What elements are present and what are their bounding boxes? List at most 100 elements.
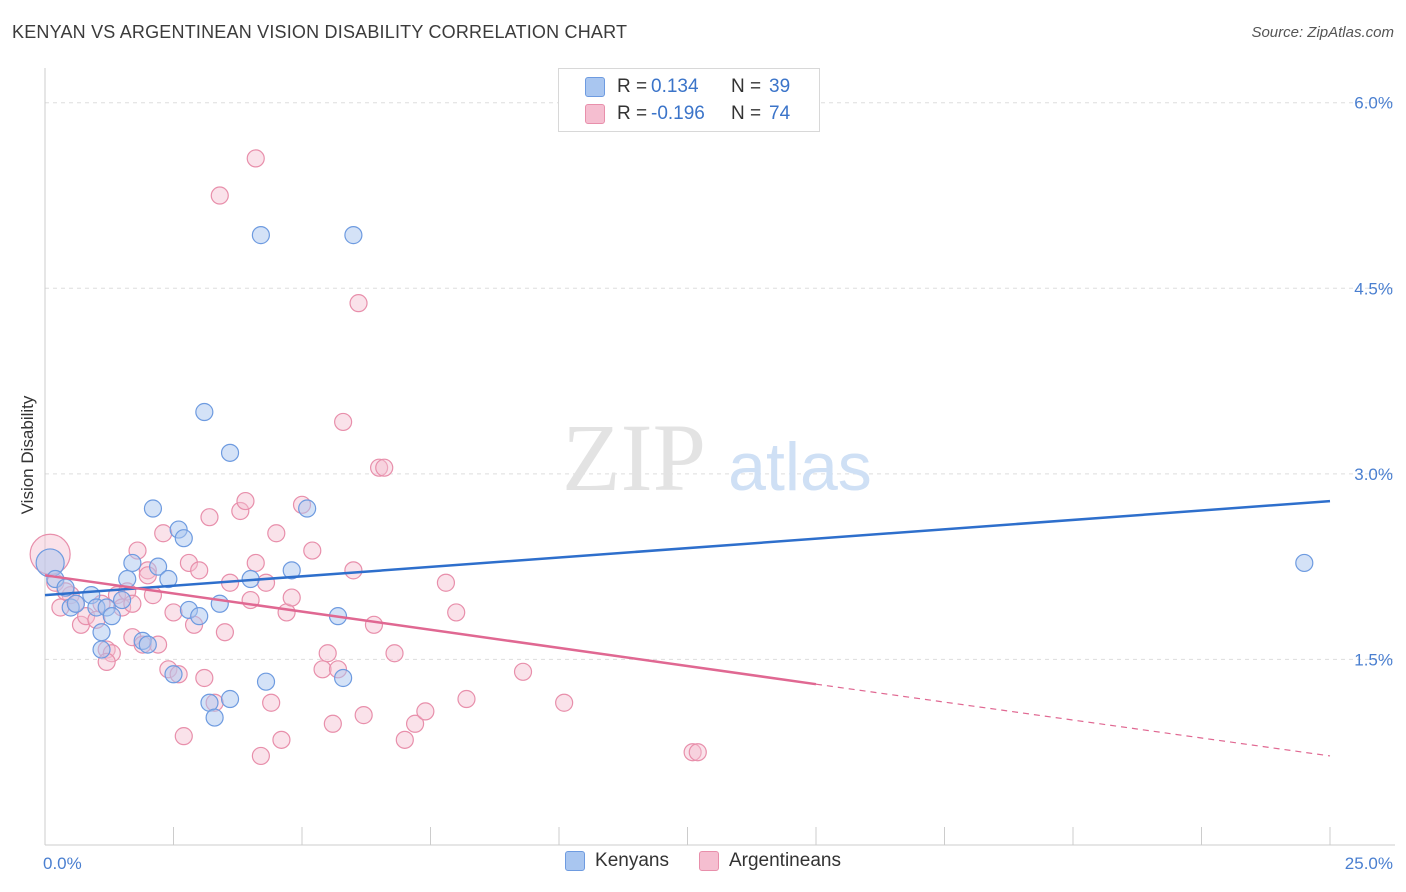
watermark: ZIP atlas [562, 404, 872, 511]
argentineans-point [395, 730, 414, 749]
kenyans-point [102, 607, 121, 626]
kenyans-trend-line [44, 499, 1331, 597]
legend-n-value: 39 [769, 76, 791, 97]
argentineans-point [354, 706, 373, 725]
kenyans-point [174, 529, 193, 548]
y-axis-label: Vision Disability [18, 395, 37, 514]
kenyans-point [66, 594, 85, 613]
x-tick-label: 0.0% [43, 854, 82, 873]
kenyans-point [282, 561, 301, 580]
kenyans-point [298, 499, 317, 518]
argentineans-point [236, 491, 255, 511]
kenyans-point [344, 226, 363, 245]
argentineans-point [164, 603, 183, 622]
kenyans-swatch [585, 77, 605, 97]
argentineans-point [323, 714, 342, 733]
source-label: Source: ZipAtlas.com [1251, 24, 1394, 41]
argentineans-point [262, 693, 281, 712]
x-tick-label: 25.0% [1345, 854, 1393, 873]
legend-item-argentineans: Argentineans [698, 850, 841, 872]
kenyans-point [1295, 553, 1314, 573]
argentineans-point [154, 524, 173, 543]
kenyans-point [138, 635, 157, 654]
argentineans-point [200, 508, 219, 527]
legend-n-label: N = [731, 103, 762, 124]
y-tick-label: 6.0% [1354, 94, 1393, 113]
kenyans-point [143, 499, 163, 518]
legend-r-value: -0.196 [651, 103, 705, 124]
kenyans-point [92, 640, 111, 659]
chart-title: KENYAN VS ARGENTINEAN VISION DISABILITY … [12, 22, 628, 42]
argentineans-point [375, 458, 394, 477]
kenyans-point [205, 708, 224, 727]
argentineans-swatch [698, 851, 719, 871]
correlation-legend: R = 0.134 N = 39 R = -0.196 N = 74 [558, 68, 820, 132]
legend-item-kenyans: Kenyans [565, 850, 669, 872]
argentineans-trend-extension [815, 683, 1331, 757]
kenyans-point [256, 672, 276, 691]
kenyans-point [251, 226, 270, 245]
argentineans-point [318, 644, 337, 663]
argentineans-point [231, 501, 250, 521]
argentineans-point [344, 561, 363, 580]
legend-row-kenyans: R = 0.134 N = 39 [585, 74, 790, 100]
argentineans-point [683, 743, 702, 762]
watermark-atlas: atlas [728, 429, 872, 505]
argentineans-point [272, 730, 291, 749]
argentineans-point [215, 623, 234, 642]
argentineans-point [555, 693, 574, 712]
legend-label-kenyans: Kenyans [595, 850, 669, 871]
legend-r-value: 0.134 [651, 76, 699, 97]
argentineans-point [246, 149, 265, 168]
argentineans-point [256, 573, 276, 592]
kenyans-point [112, 590, 132, 610]
legend-r-label: R = [617, 76, 648, 97]
argentineans-point [195, 668, 214, 688]
kenyans-point [195, 402, 214, 422]
kenyans-swatch [565, 851, 586, 871]
argentineans-trend-line [44, 574, 817, 686]
argentineans-point [282, 588, 301, 607]
argentineans-point [303, 541, 322, 560]
argentineans-point [688, 743, 707, 762]
watermark-zip: ZIP [562, 404, 706, 511]
y-tick-label: 3.0% [1354, 465, 1393, 484]
argentineans-point [370, 458, 389, 477]
tick-labels: 1.5% 3.0% 4.5% 6.0% 0.0% 25.0% [43, 94, 1393, 873]
kenyans-point [123, 553, 142, 573]
kenyans-point [92, 623, 111, 642]
y-tick-label: 4.5% [1354, 279, 1393, 298]
argentineans-point [364, 615, 384, 634]
argentineans-point [190, 561, 209, 580]
argentineans-point [251, 746, 270, 766]
argentineans-point [513, 662, 533, 681]
kenyans-point [159, 569, 178, 589]
series-legend: Kenyans Argentineans [0, 850, 1406, 872]
legend-n-label: N = [731, 76, 762, 97]
argentineans-point [210, 186, 229, 205]
argentineans-point [405, 714, 425, 733]
kenyans-point [220, 689, 240, 709]
trend-lines [44, 499, 1331, 757]
argentineans-point [334, 412, 353, 432]
argentineans-point [447, 603, 466, 622]
legend-n-value: 74 [769, 103, 791, 124]
kenyans-point [190, 607, 209, 626]
kenyans-point [334, 668, 353, 688]
argentineans-point [313, 660, 332, 679]
argentineans-point [457, 689, 476, 709]
argentineans-point [267, 524, 286, 543]
argentineans-swatch [585, 104, 605, 124]
argentineans-point [174, 727, 193, 746]
legend-row-argentineans: R = -0.196 N = 74 [585, 101, 790, 127]
argentineans-point [416, 702, 435, 721]
argentineans-point [246, 553, 265, 573]
legend-label-argentineans: Argentineans [728, 850, 841, 871]
legend-r-label: R = [617, 103, 648, 124]
kenyans-point [148, 557, 168, 576]
y-tick-label: 1.5% [1354, 650, 1393, 669]
argentineans-point [349, 294, 368, 313]
axes [44, 68, 1395, 846]
argentineans-point [179, 553, 199, 573]
kenyans-point [210, 594, 229, 613]
